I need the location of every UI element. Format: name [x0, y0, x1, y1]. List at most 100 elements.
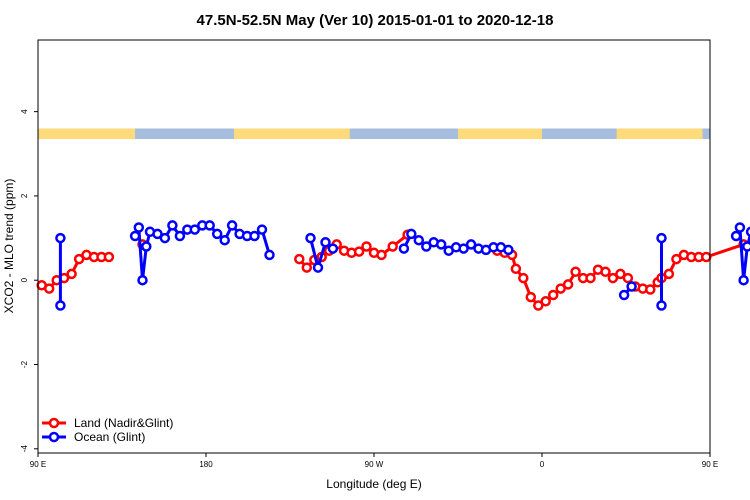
legend-label-ocean: Ocean (Glint) [74, 430, 145, 444]
strip-land [458, 128, 542, 140]
data-point-land [663, 268, 675, 280]
data-point-land [66, 268, 77, 280]
data-point-ocean [618, 289, 630, 301]
data-point-land [376, 249, 387, 261]
data-point-land [562, 279, 574, 290]
data-point-land [518, 272, 529, 284]
strip-land [38, 128, 136, 140]
data-point-ocean [159, 232, 171, 244]
legend-marker-ocean [48, 431, 60, 443]
y-axis: -4 -2 0 2 4 [20, 109, 38, 452]
data-point-ocean [152, 228, 163, 240]
data-point-ocean [133, 222, 145, 233]
strip-land [234, 128, 350, 140]
data-point-land [510, 263, 522, 275]
x-tick-label: 180 [199, 460, 213, 469]
data-point-ocean [327, 243, 339, 254]
data-point-ocean [219, 234, 230, 246]
data-point-ocean [738, 274, 749, 286]
data-point-ocean [312, 262, 324, 273]
data-point-ocean [435, 239, 447, 250]
data-point-ocean [249, 230, 260, 242]
data-point-ocean [204, 220, 215, 231]
data-point-land [585, 272, 596, 284]
series-ocean [55, 220, 750, 311]
data-point-ocean [398, 243, 410, 254]
data-point-land [570, 266, 581, 278]
data-point-ocean [167, 220, 178, 231]
data-point-ocean [141, 241, 152, 252]
data-point-land [301, 262, 313, 273]
y-tick-label: 2 [20, 193, 29, 198]
data-point-land [615, 268, 626, 280]
data-point-ocean [465, 239, 477, 250]
data-point-ocean [413, 234, 425, 246]
data-point-land [607, 272, 619, 284]
data-point-ocean [656, 232, 667, 244]
data-point-land [43, 283, 55, 294]
data-point-land [353, 246, 365, 257]
y-tick-label: 4 [20, 109, 29, 114]
data-point-ocean [305, 232, 316, 244]
x-tick-label: 90 E [30, 460, 46, 469]
data-point-land [547, 289, 559, 301]
y-tick-label: -4 [20, 445, 29, 453]
surface-type-strip [38, 128, 710, 140]
legend-item-land: Land (Nadir&Glint) [42, 416, 173, 430]
series-line-ocean [734, 226, 750, 282]
data-point-ocean [626, 281, 637, 292]
data-point-ocean [458, 243, 469, 254]
y-axis-label: XCO2 - MLO trend (ppm) [2, 179, 16, 314]
series-land [36, 229, 749, 311]
data-point-ocean [320, 237, 331, 248]
x-tick-label: 90 E [702, 460, 718, 469]
legend-marker-land [48, 417, 60, 429]
x-tick-label: 0 [540, 460, 545, 469]
legend: Land (Nadir&Glint) Ocean (Glint) [42, 416, 173, 444]
data-point-ocean [745, 226, 750, 237]
data-point-ocean [137, 274, 148, 286]
data-point-ocean [264, 249, 275, 261]
legend-item-ocean: Ocean (Glint) [42, 430, 145, 444]
data-point-ocean [226, 220, 238, 231]
data-point-land [533, 300, 544, 311]
data-point-land [73, 253, 85, 265]
data-point-ocean [421, 241, 432, 252]
data-point-ocean [211, 228, 223, 240]
data-point-ocean [406, 228, 417, 240]
chart-title: 47.5N-52.5N May (Ver 10) 2015-01-01 to 2… [197, 12, 554, 29]
strip-land [616, 128, 703, 140]
data-point-ocean [129, 230, 141, 242]
data-point-ocean [55, 232, 66, 244]
data-point-land [645, 284, 656, 295]
data-point-ocean [734, 222, 746, 233]
x-axis-label: Longitude (deg E) [326, 477, 421, 491]
data-point-ocean [256, 224, 268, 235]
data-point-land [294, 253, 305, 265]
series-layer [36, 220, 750, 311]
data-point-land [701, 251, 712, 263]
data-point-ocean [742, 241, 750, 252]
data-point-ocean [189, 224, 201, 235]
data-point-land [525, 291, 537, 303]
y-tick-label: -2 [20, 360, 29, 368]
data-point-land [103, 251, 115, 263]
data-point-ocean [55, 300, 66, 311]
data-point-land [361, 241, 372, 252]
legend-label-land: Land (Nadir&Glint) [74, 416, 173, 430]
data-point-land [600, 266, 611, 278]
strip-ocean [38, 128, 710, 140]
data-point-ocean [174, 230, 186, 242]
data-point-ocean [656, 300, 667, 311]
y-tick-label: 0 [20, 277, 29, 282]
data-point-land [671, 253, 682, 265]
data-point-ocean [503, 244, 514, 256]
data-point-ocean [730, 230, 742, 242]
data-point-land [555, 283, 566, 294]
x-tick-label: 90 W [365, 460, 384, 469]
x-axis: 90 E 180 90 W 0 90 E [30, 453, 718, 469]
data-point-land [387, 241, 398, 252]
data-point-land [622, 272, 634, 284]
data-point-land [540, 296, 551, 307]
